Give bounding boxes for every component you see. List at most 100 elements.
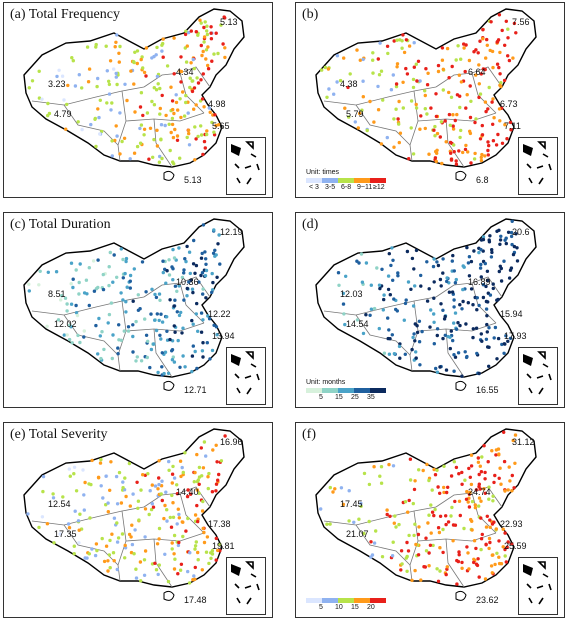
station-dot — [201, 318, 205, 322]
station-dot — [503, 547, 507, 552]
china-map — [23, 218, 245, 391]
station-dot — [451, 253, 455, 258]
station-dot — [172, 36, 176, 40]
station-dot — [357, 517, 361, 521]
station-dot — [445, 279, 449, 284]
station-dot — [150, 502, 154, 506]
station-dot — [497, 13, 502, 17]
region-mean-label: 12.22 — [208, 309, 231, 319]
station-dot — [128, 273, 133, 278]
station-dot — [170, 122, 175, 127]
station-dot — [423, 89, 427, 93]
station-dot — [98, 461, 103, 465]
station-dot — [453, 499, 457, 504]
station-dot — [455, 558, 459, 563]
station-dot — [93, 553, 98, 558]
station-dot — [432, 320, 436, 324]
station-dot — [396, 274, 400, 278]
station-dot — [155, 144, 160, 148]
station-dot — [138, 141, 143, 145]
station-dot — [58, 532, 62, 536]
station-dot — [434, 114, 439, 119]
station-dot — [199, 330, 204, 334]
station-dot — [115, 134, 119, 138]
station-dot — [96, 285, 100, 290]
station-dot — [502, 259, 506, 263]
station-dot — [441, 67, 445, 72]
station-dot — [457, 553, 461, 557]
region-boundary — [417, 532, 497, 542]
station-dot — [486, 460, 490, 464]
station-dot — [463, 478, 467, 482]
station-dot — [211, 448, 215, 452]
region-boundary — [31, 296, 145, 316]
station-dot — [174, 100, 179, 105]
station-dot — [441, 550, 445, 555]
station-dot — [389, 263, 393, 268]
station-dot — [143, 507, 148, 511]
station-dot — [81, 468, 85, 472]
station-dot — [483, 67, 487, 72]
station-dot — [399, 549, 404, 553]
region-boundary — [409, 300, 419, 372]
station-dot — [117, 51, 121, 55]
station-dot — [191, 57, 195, 62]
station-dot — [508, 336, 513, 340]
station-dot — [490, 250, 494, 255]
station-dot — [152, 103, 157, 107]
station-dot — [131, 60, 136, 64]
station-dot — [96, 76, 100, 81]
station-dot — [204, 262, 208, 266]
station-dot — [435, 260, 439, 264]
station-dot — [196, 33, 200, 37]
station-dot — [181, 326, 185, 330]
station-dot — [100, 536, 104, 541]
station-dot — [200, 97, 205, 101]
station-dot — [218, 542, 222, 546]
station-dot — [126, 325, 131, 329]
station-dot — [201, 526, 205, 531]
station-dot — [201, 341, 205, 345]
station-dot — [154, 295, 159, 300]
station-dot — [183, 32, 188, 37]
station-dot — [444, 368, 449, 372]
station-dot — [497, 476, 501, 480]
station-dot — [173, 557, 177, 561]
station-dot — [426, 521, 430, 525]
station-dot — [325, 522, 329, 526]
station-dot — [218, 262, 222, 266]
station-dot — [209, 25, 213, 29]
station-dot — [163, 350, 168, 354]
station-dot — [107, 92, 112, 96]
station-dot — [507, 276, 512, 280]
station-dot — [184, 29, 188, 33]
station-dot — [185, 244, 189, 249]
station-dot — [476, 460, 481, 464]
station-dot — [364, 313, 368, 317]
station-dot — [205, 24, 209, 28]
station-dot — [38, 269, 42, 273]
station-dot — [110, 154, 115, 158]
station-dot — [494, 527, 498, 531]
station-dot — [449, 95, 454, 100]
station-dot — [148, 365, 152, 370]
station-dot — [204, 268, 209, 273]
station-dot — [69, 282, 73, 286]
station-dot — [457, 550, 461, 554]
map-panel-a: (a) Total Frequency 5.13 4.34 3.23 4.79 4.98… — [3, 2, 273, 198]
station-dot — [435, 370, 440, 374]
region-mean-label: 5.79 — [346, 109, 364, 119]
station-dot — [479, 470, 484, 474]
station-dot — [206, 63, 210, 68]
station-dot — [177, 516, 181, 520]
station-dot — [484, 525, 489, 529]
station-dot — [134, 359, 138, 363]
station-dot — [66, 522, 71, 526]
station-dot — [436, 579, 441, 583]
station-dot — [346, 85, 350, 90]
station-dot — [98, 132, 102, 136]
station-dot — [405, 540, 409, 545]
station-dot — [109, 108, 113, 112]
station-dot — [451, 539, 455, 543]
station-dot — [414, 106, 419, 110]
